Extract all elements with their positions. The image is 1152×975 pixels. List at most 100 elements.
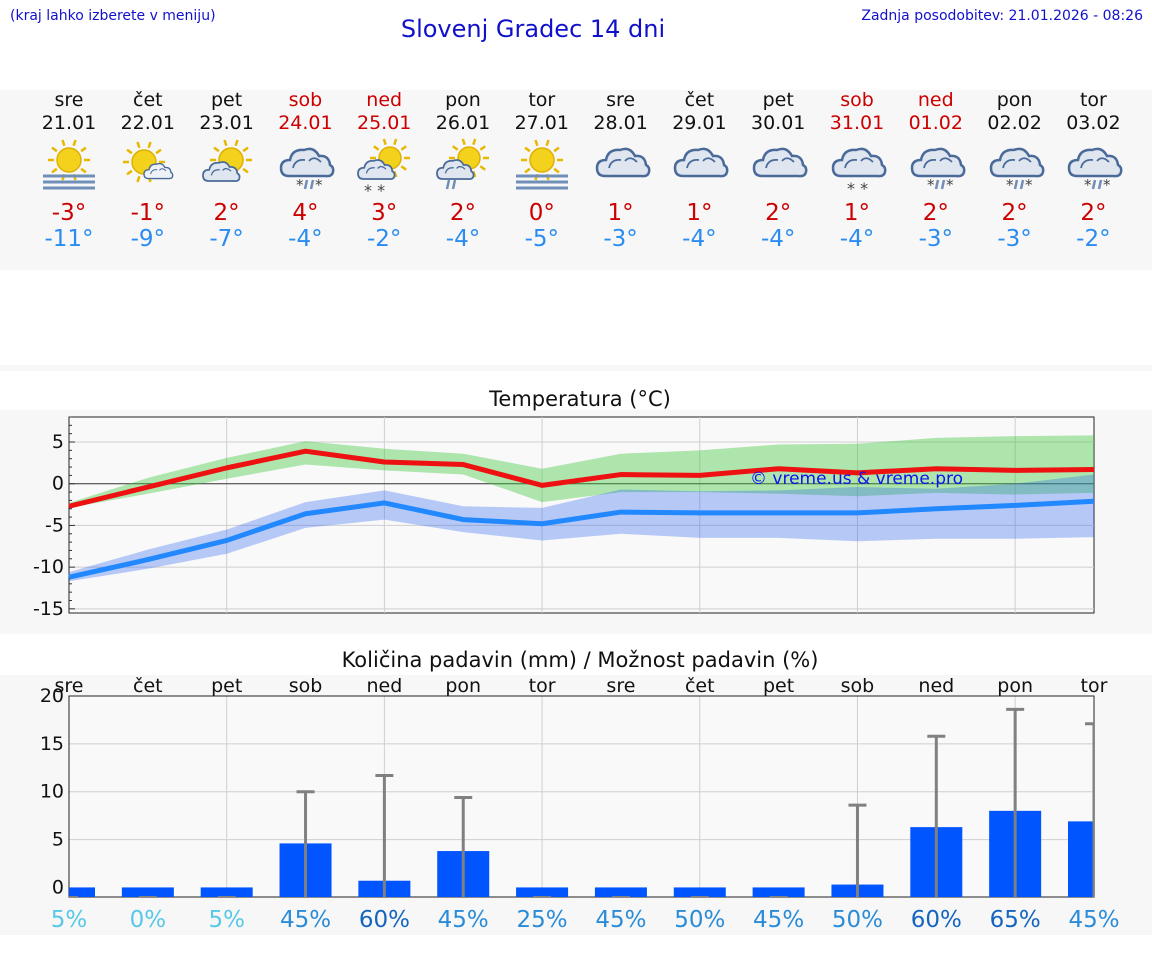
min-temperature-line xyxy=(68,498,1095,580)
x-category-label: sre xyxy=(606,675,635,697)
y-tick-label: 10 xyxy=(40,781,64,803)
day-date: 31.01 xyxy=(829,112,885,134)
day-name: tor xyxy=(528,89,556,111)
day-column: ned 25.01 * * 3° -2° xyxy=(344,88,424,252)
y-tick-label: 15 xyxy=(40,733,64,755)
min-temperature: -3° xyxy=(918,226,954,252)
day-column: sob 24.01 * * 4° -4° xyxy=(265,88,345,252)
cloud-sleet-icon: * * xyxy=(910,147,966,194)
svg-text:*: * xyxy=(1025,176,1033,194)
y-tick-label: 5 xyxy=(52,431,64,453)
precipitation-bar xyxy=(121,887,174,897)
min-temperature: -5° xyxy=(524,226,560,252)
temperature-chart: -15 -10 -5 0 5 © vreme.us & vreme.pro xyxy=(33,416,1095,620)
y-tick-label: -10 xyxy=(33,556,64,578)
day-date: 24.01 xyxy=(278,112,333,134)
svg-text:*: * xyxy=(946,176,954,194)
precipitation-probability: 60% xyxy=(911,907,962,933)
svg-text:*: * xyxy=(927,176,935,194)
day-column: pet 30.01 2° -4° xyxy=(738,88,818,252)
svg-text:*: * xyxy=(1084,176,1092,194)
precipitation-probability: 45% xyxy=(753,907,804,933)
x-category-label: ned xyxy=(366,675,402,697)
min-temperature: -4° xyxy=(839,226,875,252)
precipitation-probability: 50% xyxy=(674,907,725,933)
day-name: sre xyxy=(54,89,84,111)
cloud-icon xyxy=(595,147,651,178)
temperature-chart-title: Temperatura (°C) xyxy=(489,387,671,411)
max-temperature: 0° xyxy=(528,200,555,226)
day-name: pet xyxy=(762,89,794,111)
day-column: čet 29.01 1° -4° xyxy=(659,88,739,252)
day-name: pon xyxy=(996,89,1033,111)
max-temperature: 2° xyxy=(1001,200,1028,226)
precipitation-probability: 5% xyxy=(208,907,245,933)
cloud-icon xyxy=(752,147,808,178)
min-temperature: -4° xyxy=(288,226,323,252)
x-category-label: pet xyxy=(211,675,242,697)
plot-area xyxy=(68,416,1095,614)
precipitation-probability: 0% xyxy=(130,907,167,933)
precipitation-probability: 65% xyxy=(990,907,1041,933)
x-category-label: sob xyxy=(841,675,875,697)
svg-text:* *: * * xyxy=(847,179,868,196)
svg-text:*: * xyxy=(1103,176,1111,194)
precipitation-probability: 60% xyxy=(359,907,410,933)
min-temperature: -9° xyxy=(130,226,166,252)
y-tick-label: 0 xyxy=(52,876,64,898)
day-date: 25.01 xyxy=(356,112,412,134)
precipitation-probability: 45% xyxy=(280,907,331,933)
max-temperature: 1° xyxy=(843,200,871,226)
cloud-sleet-icon: * * xyxy=(1068,147,1123,194)
y-tick-label: -5 xyxy=(45,514,64,536)
x-category-label: tor xyxy=(529,675,556,697)
precipitation-bar xyxy=(200,887,253,897)
sun-fog-icon xyxy=(515,139,568,190)
precipitation-probability: 45% xyxy=(1068,907,1119,933)
day-date: 27.01 xyxy=(514,112,569,134)
day-column: pon 26.01 2° -4° xyxy=(423,88,503,252)
day-column: čet 22.01 -1° -9° xyxy=(108,88,188,252)
separator xyxy=(0,365,1152,371)
x-category-label: čet xyxy=(685,675,715,697)
precipitation-probability: 5% xyxy=(51,907,88,933)
watermark: © vreme.us & vreme.pro xyxy=(750,469,963,489)
day-name: ned xyxy=(366,89,403,111)
day-name: pon xyxy=(445,89,481,111)
precipitation-probability: 25% xyxy=(517,907,568,933)
precipitation-probability: 50% xyxy=(832,907,883,933)
max-temperature: 2° xyxy=(922,200,949,226)
day-name: sob xyxy=(288,89,323,111)
svg-text:* *: * * xyxy=(364,181,385,196)
max-temperature: 2° xyxy=(449,200,477,226)
min-range-band xyxy=(69,474,1094,582)
day-name: tor xyxy=(1079,89,1107,111)
day-date: 23.01 xyxy=(199,112,254,134)
day-column: pon 02.02 * * 2° -3° xyxy=(975,88,1055,252)
x-category-label: pon xyxy=(445,675,481,697)
day-date: 28.01 xyxy=(593,112,648,134)
day-name: sob xyxy=(840,89,874,111)
min-temperature: -7° xyxy=(209,226,244,252)
day-date: 02.02 xyxy=(987,112,1042,134)
sun-cloud-rain-icon xyxy=(436,138,489,190)
x-category-label: sre xyxy=(55,675,84,697)
min-temperature: -3° xyxy=(997,226,1032,252)
svg-text:*: * xyxy=(296,176,304,194)
svg-text:*: * xyxy=(315,176,323,194)
min-temperature: -4° xyxy=(682,226,717,252)
day-name: čet xyxy=(133,89,163,111)
x-category-label: pon xyxy=(997,675,1033,697)
precipitation-bar xyxy=(69,887,95,897)
max-temperature: 1° xyxy=(607,200,634,226)
max-temperature: 2° xyxy=(765,200,792,226)
max-temperature: 2° xyxy=(213,200,240,226)
day-date: 01.02 xyxy=(908,112,963,134)
cloud-sleet-icon: * * xyxy=(280,147,335,194)
day-date: 30.01 xyxy=(750,112,806,134)
day-date: 26.01 xyxy=(435,112,491,134)
sun-cloud-snow-icon: * * xyxy=(357,138,411,196)
precipitation-chart-title: Količina padavin (mm) / Možnost padavin … xyxy=(341,648,819,672)
day-column: tor 03.02 * * 2° -2° xyxy=(1053,88,1133,252)
